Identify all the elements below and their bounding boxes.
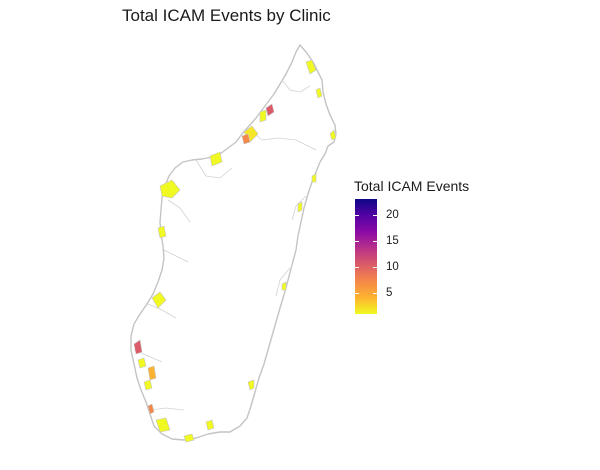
clinic-area xyxy=(281,281,287,291)
clinic-area xyxy=(311,173,317,183)
clinic-area xyxy=(147,365,157,381)
legend-colorbar xyxy=(355,199,377,314)
clinic-area xyxy=(297,201,303,213)
clinic-area xyxy=(151,291,167,309)
clinic-area xyxy=(155,417,171,433)
clinic-area xyxy=(137,357,147,369)
clinic-area xyxy=(247,379,255,391)
clinic-area xyxy=(259,109,267,123)
clinic-area xyxy=(209,151,223,167)
clinic-area xyxy=(205,419,215,431)
clinic-area xyxy=(241,133,251,145)
clinic-area xyxy=(143,379,153,391)
clinic-area xyxy=(265,103,275,117)
clinic-area xyxy=(329,129,337,141)
legend-tick-label: 20 xyxy=(386,209,399,221)
clinic-area xyxy=(315,87,323,99)
clinic-areas xyxy=(133,59,337,443)
clinic-area xyxy=(157,225,167,239)
clinic-area xyxy=(133,339,143,355)
chart-title: Total ICAM Events by Clinic xyxy=(122,6,331,25)
clinic-area xyxy=(159,179,181,199)
legend-tick-label: 15 xyxy=(386,235,399,247)
clinic-area xyxy=(183,433,195,443)
clinic-area xyxy=(147,403,155,415)
clinic-area xyxy=(305,59,317,75)
legend-title: Total ICAM Events xyxy=(354,178,470,194)
legend-tick-label: 10 xyxy=(386,261,399,273)
island-outline xyxy=(130,44,337,441)
legend-tick-label: 5 xyxy=(386,287,393,299)
